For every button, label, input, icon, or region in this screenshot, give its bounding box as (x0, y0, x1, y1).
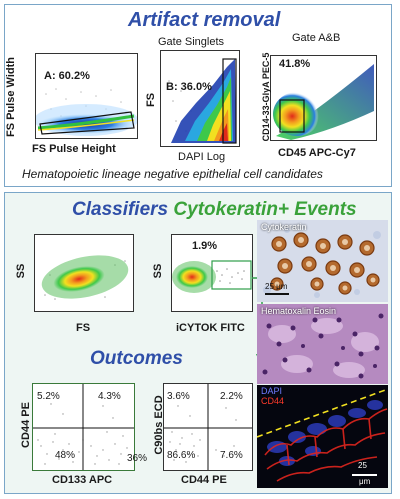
cytok-ss-plot: 1.9% (171, 234, 253, 312)
cytok-ss-xlabel: iCYTOK FITC (176, 322, 245, 334)
cd44-cd133-lr: 36% (127, 453, 148, 464)
cd45-scatter (271, 56, 376, 140)
dapi-fs-ylabel: FS (145, 92, 157, 108)
cd44-cd133-ul: 5.2% (37, 391, 60, 402)
cd44-cd133-ur: 4.3% (98, 391, 121, 402)
fs-pulse-plot: A: 60.2% (35, 53, 138, 139)
cytok-ss-ylabel: SS (152, 263, 164, 279)
cytok-gate: 1.9% (192, 240, 218, 252)
c90bs-cd44-lr: 7.6% (220, 450, 243, 461)
fluorescence-stain (257, 385, 388, 488)
fs-ss-ylabel: SS (15, 263, 27, 279)
c90bs-cd44-ll: 86.6% (167, 450, 196, 461)
dapi-fs-xlabel: DAPI Log (178, 151, 226, 163)
cytokeratin-scale: 25 μm (265, 282, 288, 291)
fs-pulse-scatter (36, 54, 137, 138)
c90bs-cd44-scatter (164, 384, 252, 470)
gate-ab-label: Gate A&B (292, 32, 341, 44)
cytokeratin-stain (257, 220, 388, 302)
c90bs-cd44-plot: 3.6% 2.2% 86.6% 7.6% (163, 383, 253, 471)
dapi-fs-gate: B: 36.0% (166, 81, 212, 93)
cd45-plot: 41.8% (270, 55, 377, 141)
classifiers-title-green: Cytokeratin+ Events (173, 199, 357, 220)
fluorescence-image: DAPI CD44 25 μm (257, 385, 388, 488)
classifiers-title: Classifiers Cytokeratin+ Events (72, 199, 357, 221)
classifiers-title-blue: Classifiers (72, 199, 169, 220)
c90bs-cd44-ylabel: C90bs ECD (153, 395, 165, 455)
cd45-gate: 41.8% (279, 58, 311, 70)
gate-singlets-label: Gate Singlets (158, 36, 225, 48)
cd44-cd133-plot: 5.2% 4.3% 48% (32, 383, 135, 471)
he-label: Hematoxalin Eosin (261, 306, 337, 316)
fs-ss-xlabel: FS (76, 322, 91, 334)
cytok-ss-scatter (172, 235, 252, 311)
cd44-cd133-ll: 48% (55, 450, 76, 461)
cd44-cd133-ylabel: CD44 PE (20, 402, 32, 448)
fs-ss-plot (34, 234, 134, 312)
outcomes-title: Outcomes (90, 348, 183, 369)
artifact-removal-title: Artifact removal (128, 9, 281, 31)
fluor-dapi-label: DAPI (261, 386, 283, 396)
fs-pulse-xlabel: FS Pulse Height (32, 143, 116, 155)
cd44-cd133-xlabel: CD133 APC (52, 474, 113, 486)
fluor-scale-unit: μm (359, 477, 371, 486)
he-image: Hematoxalin Eosin (257, 304, 388, 384)
artifact-caption: Hematopoietic lineage negative epithelia… (22, 167, 323, 181)
c90bs-cd44-ur: 2.2% (220, 391, 243, 402)
cytokeratin-label: Cytokeratin (261, 222, 307, 232)
cytokeratin-image: Cytokeratin 25 μm (257, 220, 388, 302)
fs-pulse-gate: A: 60.2% (44, 70, 90, 82)
fluor-scale-num: 25 (358, 461, 367, 470)
fs-ss-scatter (35, 235, 133, 311)
cd45-ylabel: CD14-33-GlyA PEC-5 (261, 52, 271, 142)
fluor-cd44-label: CD44 (261, 396, 285, 406)
dapi-fs-plot: B: 36.0% (160, 50, 240, 147)
dapi-fs-scatter (161, 51, 239, 146)
cd44-cd133-scatter (33, 384, 134, 470)
cd45-xlabel: CD45 APC-Cy7 (278, 147, 356, 159)
c90bs-cd44-xlabel: CD44 PE (181, 474, 227, 486)
he-stain (257, 304, 388, 384)
c90bs-cd44-ul: 3.6% (167, 391, 190, 402)
fs-pulse-ylabel: FS Pulse Width (5, 57, 17, 137)
